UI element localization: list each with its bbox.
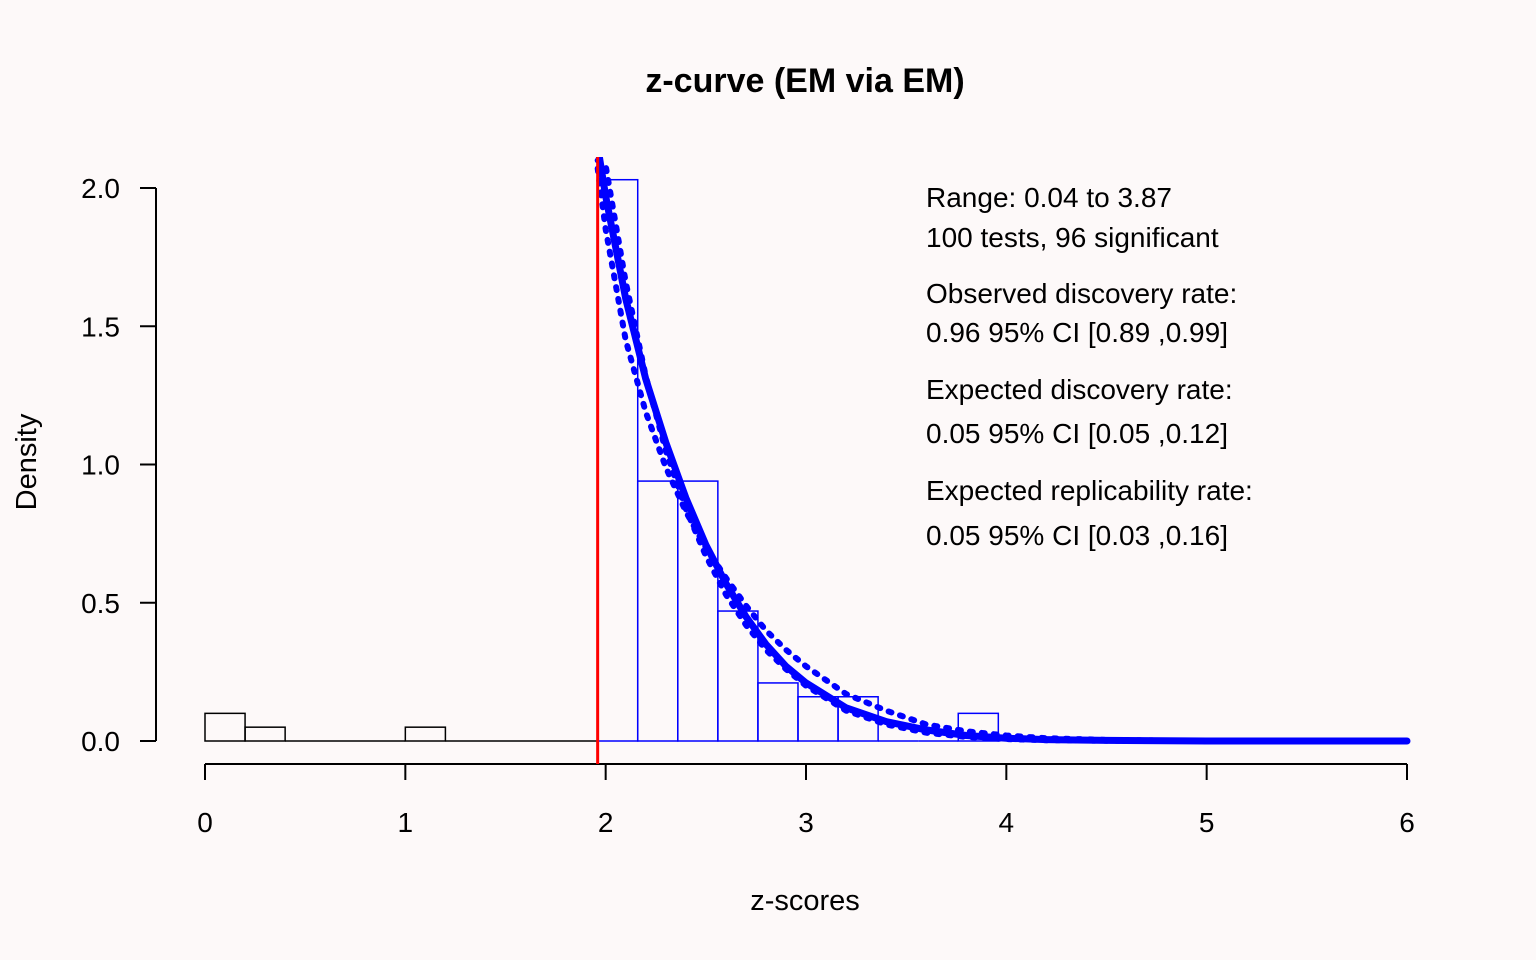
annotation-line: Expected discovery rate: (926, 374, 1233, 405)
annotation-line: Range: 0.04 to 3.87 (926, 182, 1172, 213)
y-tick-label: 1.5 (81, 311, 120, 342)
y-axis: 0.0 0.5 1.0 1.5 2.0 (81, 173, 157, 757)
histogram-bar-nonsignificant (404, 726, 447, 742)
annotation-box: Range: 0.04 to 3.87 100 tests, 96 signifi… (926, 182, 1253, 551)
y-tick-label: 0.0 (81, 726, 120, 757)
annotation-line: 100 tests, 96 significant (926, 222, 1219, 253)
x-tick-label: 4 (999, 807, 1015, 838)
x-tick-label: 2 (598, 807, 614, 838)
y-axis-label: Density (11, 413, 43, 510)
annotation-line: Expected replicability rate: (926, 475, 1253, 506)
annotation-line: 0.96 95% CI [0.89 ,0.99] (926, 317, 1228, 348)
chart-title: z-curve (EM via EM) (645, 62, 964, 100)
density-curves (594, 157, 1411, 745)
x-tick-label: 0 (197, 807, 213, 838)
y-tick-label: 1.0 (81, 450, 120, 481)
nonsignificant-histogram (204, 712, 598, 742)
fitted-density-curve (595, 157, 1411, 745)
y-tick-label: 0.5 (81, 588, 120, 619)
x-axis: 0 1 2 3 4 5 6 (197, 763, 1415, 838)
annotation-line: Observed discovery rate: (926, 278, 1237, 309)
y-tick-label: 2.0 (81, 173, 120, 204)
x-tick-label: 1 (398, 807, 414, 838)
annotation-line: 0.05 95% CI [0.03 ,0.16] (926, 520, 1228, 551)
annotation-line: 0.05 95% CI [0.05 ,0.12] (926, 418, 1228, 449)
x-tick-label: 5 (1199, 807, 1215, 838)
x-tick-label: 6 (1399, 807, 1415, 838)
x-axis-label: z-scores (750, 885, 860, 917)
x-tick-label: 3 (798, 807, 814, 838)
histogram-bar-nonsignificant (244, 726, 286, 742)
